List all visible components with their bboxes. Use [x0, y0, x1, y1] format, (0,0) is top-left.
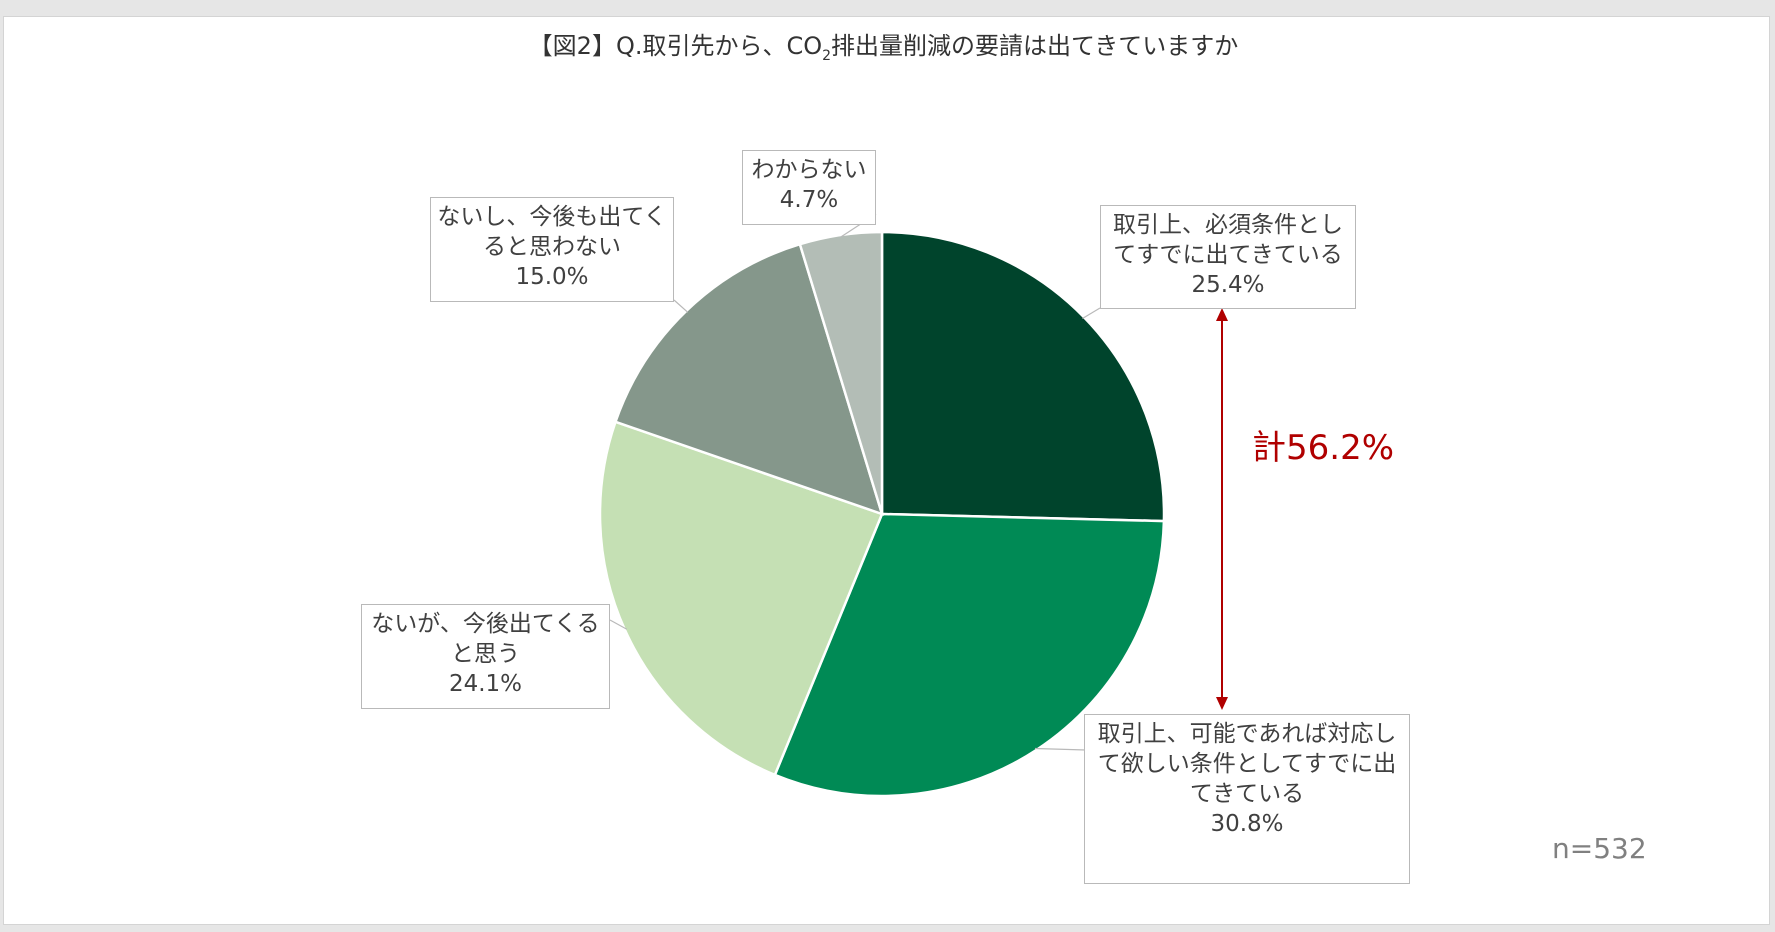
slice-label-text: 取引上、必須条件とし: [1113, 212, 1343, 238]
slice-label-expected: ないが、今後出てくる と思う 24.1%: [361, 604, 610, 709]
slice-label-unknown: わからない 4.7%: [742, 150, 876, 225]
slice-label-text: わからない: [751, 157, 867, 183]
slice-value-label: 4.7%: [779, 187, 839, 213]
slice-value-label: 15.0%: [515, 264, 589, 290]
leader-line: [1034, 747, 1087, 751]
slice-label-text: と思う: [451, 641, 520, 667]
slice-label-not-expected: ないし、今後も出てく ると思わない 15.0%: [430, 197, 674, 302]
slice-label-text: ないし、今後も出てく: [437, 204, 667, 230]
slice-value-label: 25.4%: [1191, 272, 1265, 298]
slice-label-text: ると思わない: [483, 234, 621, 260]
total-annotation: 計56.2%: [1252, 428, 1395, 468]
slice-label-text: てきている: [1189, 781, 1305, 807]
slice-label-text: ないが、今後出てくる: [371, 611, 600, 637]
sample-size-label: n=532: [1552, 832, 1647, 865]
leader-line: [673, 299, 689, 313]
pie-slice-expected: [598, 420, 884, 777]
slice-label-required: 取引上、必須条件とし てすでに出てきている 25.4%: [1100, 205, 1356, 309]
slice-value-label: 30.8%: [1210, 811, 1284, 837]
slice-label-text: てすでに出てきている: [1113, 242, 1343, 268]
slice-label-text: 取引上、可能であれば対応し: [1097, 721, 1397, 747]
chart-title: 【図2】Q.取引先から、CO2排出量削減の要請は出てきていますか: [528, 32, 1239, 64]
leader-line: [609, 619, 628, 630]
slice-value-label: 24.1%: [448, 671, 523, 697]
slice-label-text: て欲しい条件としてすでに出: [1097, 751, 1397, 777]
leader-line: [1082, 307, 1101, 320]
pie-slice-unknown: [798, 230, 884, 515]
total-bracket-arrow: [1216, 308, 1228, 710]
slice-label-preferred: 取引上、可能であれば対応し て欲しい条件としてすでに出 てきている 30.8%: [1084, 714, 1410, 884]
pie-slice-preferred: [773, 512, 1166, 798]
